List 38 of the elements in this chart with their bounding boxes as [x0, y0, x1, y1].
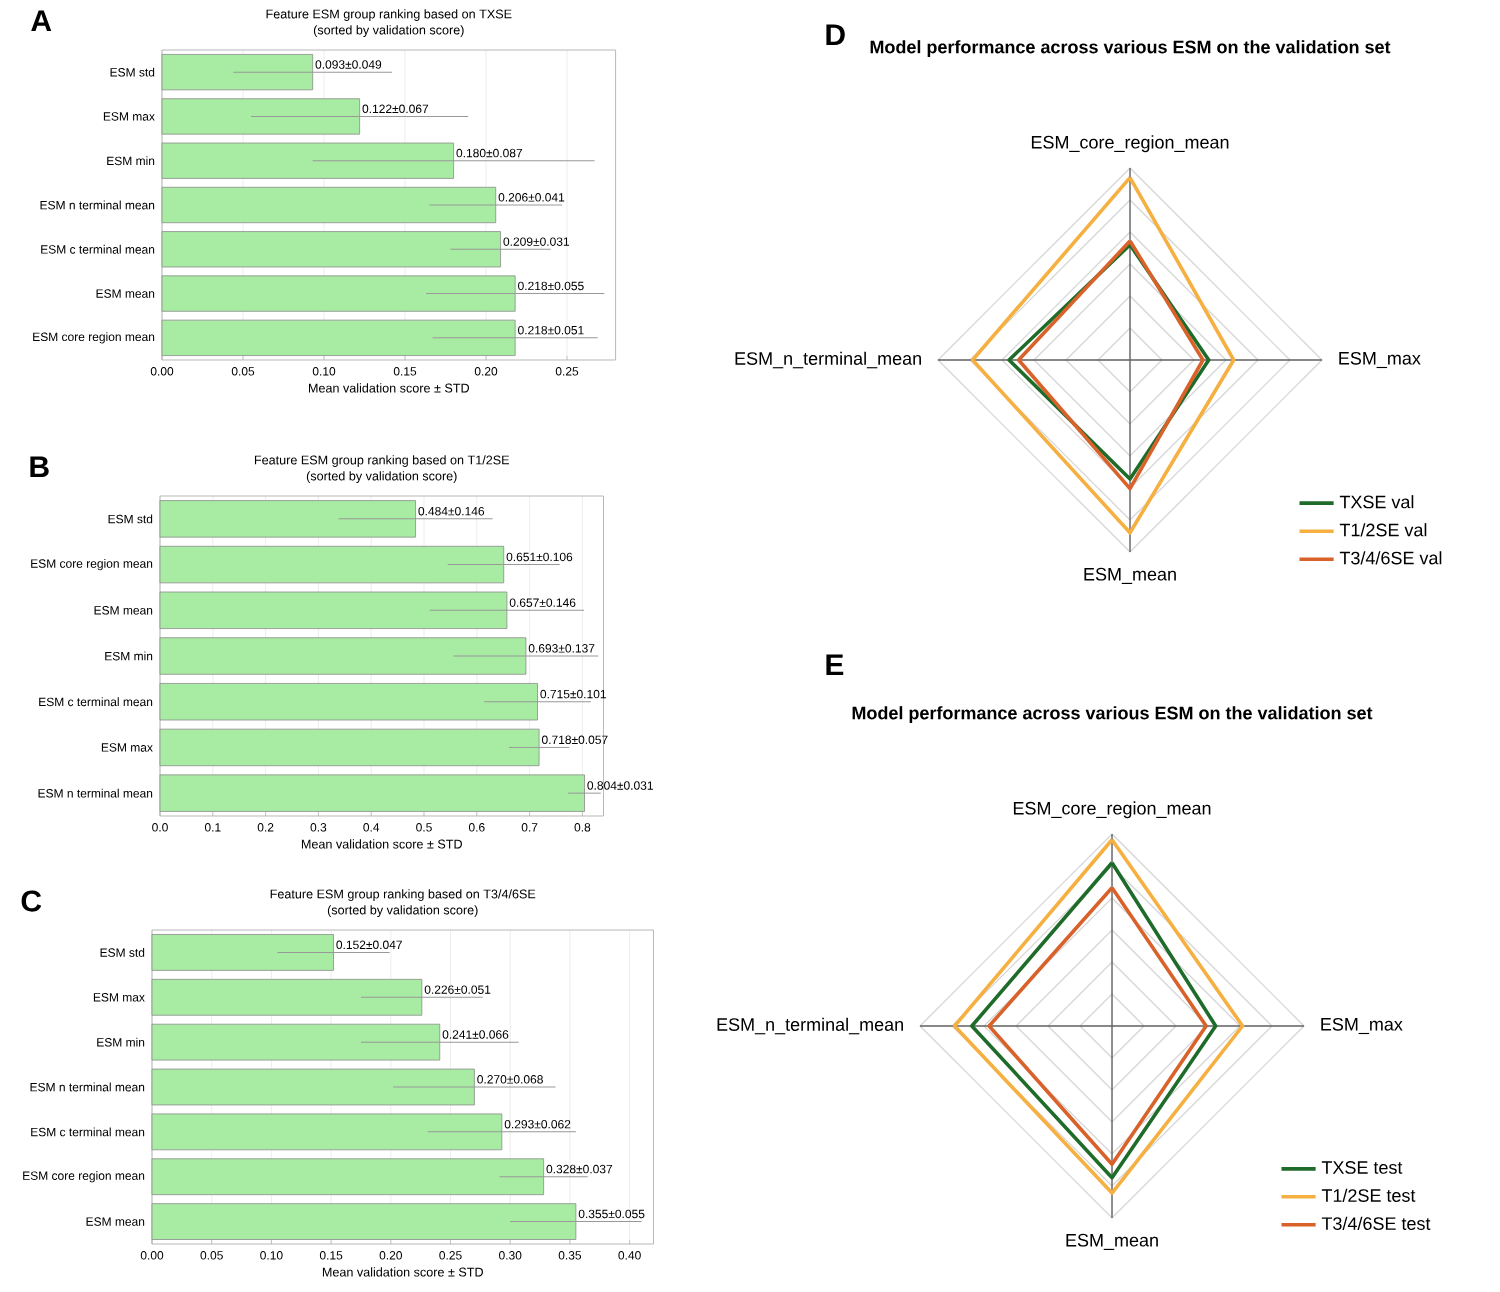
bar [161, 142, 454, 179]
text: C [21, 890, 42, 912]
legend-label: T1/2SE test [1321, 1188, 1416, 1202]
chart-title: Model performance across various ESM on the validation set [852, 706, 1373, 723]
legend-label: T3/4/6SE val [1339, 551, 1442, 565]
text: B [30, 456, 49, 478]
spoke-label: ESM_n_terminal_mean [735, 351, 921, 369]
legend-label: TXSE test [1321, 1161, 1403, 1174]
bar [151, 1158, 545, 1196]
bar [151, 1068, 475, 1106]
bar [151, 1113, 503, 1151]
bar [151, 1023, 441, 1061]
legend-label: T1/2SE val [1339, 523, 1427, 537]
bar [161, 231, 501, 268]
spoke-label: ESM_mean [1066, 1233, 1158, 1250]
bar [159, 591, 508, 629]
spoke-label: ESM_core_region_mean [1013, 801, 1211, 819]
bar [151, 978, 423, 1016]
legend-label: T3/4/6SE test [1321, 1216, 1431, 1230]
bar [159, 637, 527, 675]
bar [159, 774, 585, 812]
legend-label: TXSE val [1339, 495, 1414, 509]
bar [159, 545, 505, 584]
bar [161, 275, 516, 312]
spoke-label: ESM_max [1339, 351, 1421, 369]
bar [159, 500, 416, 538]
text: D [826, 24, 845, 46]
bar [159, 683, 538, 721]
spoke-label: ESM_mean [1084, 567, 1176, 584]
text: E [826, 654, 844, 676]
bar [159, 728, 540, 767]
spoke-label: ESM_core_region_mean [1031, 135, 1229, 153]
text: A [31, 10, 52, 32]
bar [161, 186, 497, 224]
spoke-label: ESM_max [1321, 1017, 1403, 1035]
chart-title: Model performance across various ESM on the validation set [870, 40, 1391, 57]
bar [151, 934, 334, 971]
spoke-label: ESM_n_terminal_mean [717, 1017, 903, 1035]
